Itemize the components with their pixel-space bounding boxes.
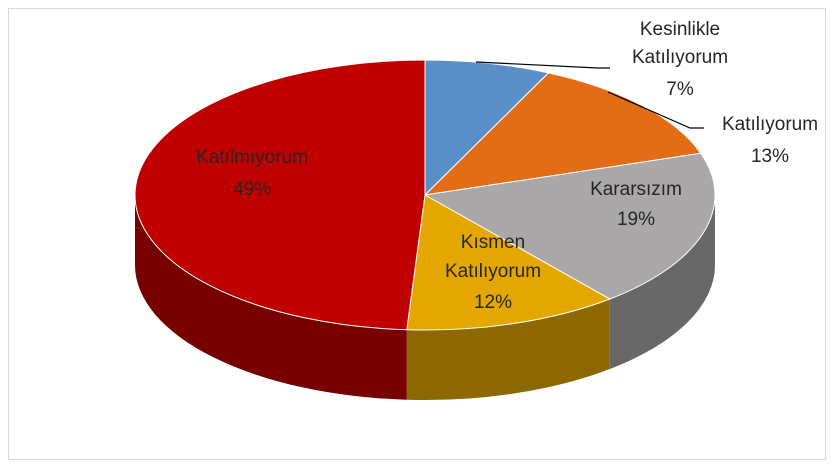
slice: [424, 59, 550, 197]
slice-value-label: 49%: [233, 179, 271, 200]
slice: [423, 72, 702, 196]
slice-side: [406, 299, 610, 400]
slice-value-label: 19%: [617, 209, 655, 230]
slice-label: Kesinlikle Katılıyorum: [632, 19, 728, 68]
pie-tops: [134, 59, 716, 331]
leader-line: [475, 61, 610, 69]
leader-line: [607, 91, 704, 129]
pie-sides: [135, 195, 715, 400]
slice-value-label: 12%: [474, 292, 512, 313]
slice-label: Kararsızım: [590, 179, 682, 200]
slice-label: Katılıyorum: [722, 114, 818, 135]
slice-value-label: 7%: [666, 79, 694, 100]
slice-value-label: 13%: [751, 146, 789, 167]
slice-side: [609, 195, 715, 370]
slice-side: [135, 195, 407, 400]
slice: [423, 152, 716, 300]
slice-label: Kısmen Katılıyorum: [445, 232, 541, 282]
slice: [406, 194, 612, 331]
labels: Kesinlikle Katılıyorum 7% Katılıyorum 13% Kar…: [196, 19, 818, 313]
slice-label: Katılmıyorum: [196, 147, 308, 168]
slice: [134, 59, 426, 331]
